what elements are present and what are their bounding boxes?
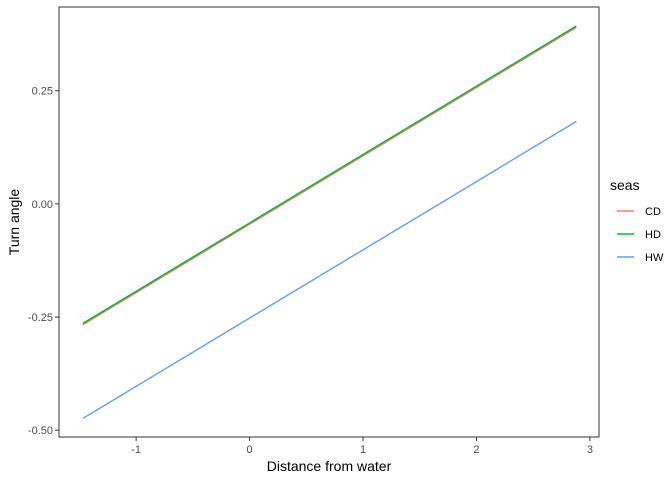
y-tick-label: -0.50 [28,425,53,437]
legend-label-cd: CD [645,206,661,218]
x-tick-label: 1 [360,444,366,456]
legend-label-hw: HW [645,252,664,264]
x-tick-label: 2 [473,444,479,456]
series-line-cd [82,26,577,326]
legend-title: seas [610,177,640,193]
plot-panel-border [58,6,600,438]
x-axis-title: Distance from water [267,458,392,474]
y-axis-title: Turn angle [6,189,22,256]
y-axis: -0.50 -0.25 0.00 0.25 [28,86,59,437]
y-tick-label: 0.00 [32,199,53,211]
plot-area [58,6,600,438]
x-tick-label: 3 [587,444,593,456]
legend-label-hd: HD [645,229,661,241]
x-tick-label: 0 [247,444,253,456]
series-line-hd [82,25,577,324]
x-tick-label: -1 [131,444,141,456]
series-line-hw [82,120,577,420]
y-tick-label: -0.25 [28,312,53,324]
series-layer [82,25,577,420]
x-axis: -1 0 1 2 3 [131,437,593,456]
y-tick-label: 0.25 [32,86,53,98]
legend: seas CD HD HW [610,177,664,264]
